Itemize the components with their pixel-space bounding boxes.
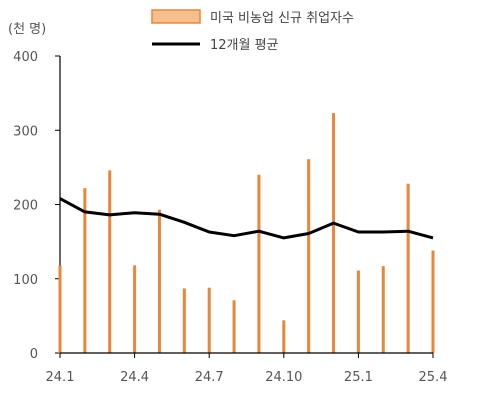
- bar-24.5: [157, 209, 161, 353]
- legend-label-line: 12개월 평균: [210, 38, 279, 53]
- y-tick-label-3: 300: [13, 124, 38, 139]
- x-tick-label-1: 24.4: [120, 370, 149, 385]
- bar-25.1: [356, 270, 360, 353]
- x-tick-label-3: 24.10: [265, 370, 302, 385]
- legend: 미국 비농업 신규 취업자수 12개월 평균: [151, 9, 354, 53]
- bar-24.2: [83, 188, 87, 353]
- bar-24.3: [108, 170, 112, 353]
- x-tick-label-4: 25.1: [344, 370, 373, 385]
- plot-area: 0 100 200 300 400 24.1 24.4 24.7 24.10 25.1 25.4: [13, 50, 447, 385]
- x-tick-label-5: 25.4: [419, 370, 448, 385]
- y-tick-label-4: 400: [13, 50, 38, 65]
- legend-swatch-bar: [151, 9, 201, 24]
- bar-24.9: [257, 174, 261, 353]
- x-tick-label-2: 24.7: [195, 370, 224, 385]
- bar-24.8: [232, 300, 236, 353]
- x-tick-label-0: 24.1: [46, 370, 75, 385]
- y-unit-label: (천 명): [8, 22, 46, 37]
- y-tick-label-0: 0: [30, 347, 38, 362]
- bar-24.12: [332, 113, 336, 353]
- bar-25.2: [381, 266, 385, 353]
- bar-24.6: [182, 288, 186, 353]
- bar-24.4: [133, 265, 137, 353]
- bar-24.7: [207, 287, 211, 353]
- y-tick-label-1: 100: [13, 273, 38, 288]
- y-tick-label-2: 200: [13, 199, 38, 214]
- bar-25.4: [431, 250, 435, 353]
- bar-24.1: [58, 265, 62, 353]
- line-series-12m-average: [59, 197, 434, 240]
- legend-label-bar: 미국 비농업 신규 취업자수: [210, 11, 354, 26]
- bar-24.11: [307, 159, 311, 353]
- bar-25.3: [406, 183, 410, 353]
- bar-24.10: [282, 320, 286, 353]
